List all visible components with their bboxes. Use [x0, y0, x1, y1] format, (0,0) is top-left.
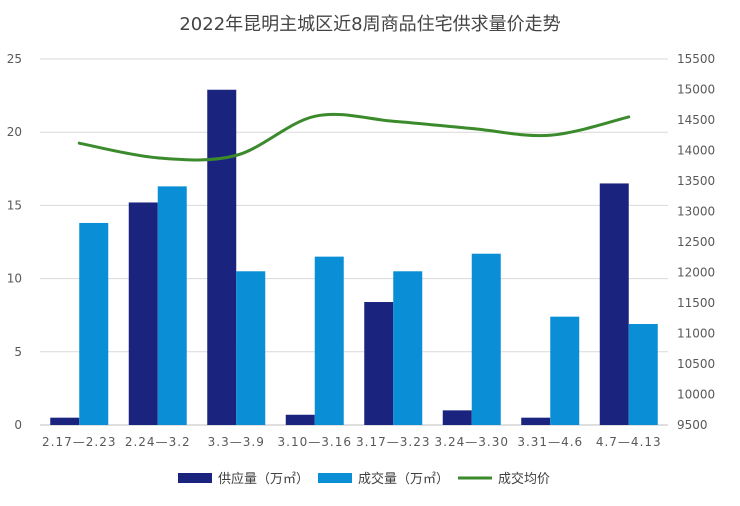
- y-right-tick-label: 12500: [677, 235, 715, 249]
- legend-swatch: [318, 473, 352, 483]
- bar-supply: [285, 414, 315, 425]
- bars: [50, 89, 658, 425]
- x-tick-label: 2.24—3.2: [125, 435, 191, 449]
- bar-supply: [442, 410, 472, 425]
- y-left-tick-label: 5: [14, 345, 22, 359]
- y-right-tick-label: 11500: [677, 296, 715, 310]
- y-right-tick-label: 12000: [677, 266, 715, 280]
- legend-label: 成交量（万㎡）: [358, 471, 449, 487]
- bar-deals: [236, 271, 266, 425]
- chart-title: 2022年昆明主城区近8周商品住宅供求量价走势: [179, 14, 560, 35]
- y-right-tick-label: 15500: [677, 52, 715, 66]
- y-right-tick-label: 10500: [677, 357, 715, 371]
- bar-deals: [393, 271, 423, 425]
- y-right-tick-label: 10000: [677, 388, 715, 402]
- y-right-tick-label: 15000: [677, 83, 715, 97]
- bar-supply: [521, 417, 551, 425]
- legend-label: 成交均价: [498, 471, 550, 487]
- y-axis-right: 9500 10000 10500 11000 11500 12000 12500 13000 1…: [677, 52, 715, 432]
- bar-supply: [128, 202, 158, 425]
- legend: 供应量（万㎡） 成交量（万㎡） 成交均价: [178, 471, 550, 487]
- y-left-tick-label: 0: [14, 418, 22, 432]
- y-axis-left: 0 5 10 15 20 25: [7, 52, 22, 432]
- bar-deals: [79, 222, 109, 425]
- x-tick-label: 3.3—3.9: [208, 435, 265, 449]
- price-line: [77, 112, 631, 162]
- bar-supply: [50, 417, 80, 425]
- x-tick-label: 3.17—3.23: [356, 435, 430, 449]
- bar-deals: [628, 323, 658, 425]
- bar-deals: [550, 316, 580, 425]
- x-tick-label: 2.17—2.23: [42, 435, 116, 449]
- y-right-tick-label: 11000: [677, 327, 715, 341]
- x-tick-label: 3.10—3.16: [278, 435, 352, 449]
- y-left-tick-label: 15: [7, 198, 22, 212]
- bar-deals: [314, 256, 344, 425]
- bar-deals: [157, 186, 187, 425]
- x-tick-label: 4.7—4.13: [596, 435, 662, 449]
- x-axis: 2.17—2.23 2.24—3.2 3.3—3.9 3.10—3.16 3.17—3.…: [42, 435, 662, 449]
- x-tick-label: 3.31—4.6: [517, 435, 583, 449]
- y-right-tick-label: 14500: [677, 113, 715, 127]
- y-left-tick-label: 20: [7, 125, 22, 139]
- y-right-tick-label: 13000: [677, 205, 715, 219]
- y-left-tick-label: 25: [7, 52, 22, 66]
- price-line-path: [77, 112, 631, 162]
- y-right-tick-label: 13500: [677, 174, 715, 188]
- bar-deals: [471, 253, 501, 425]
- legend-label: 供应量（万㎡）: [218, 471, 309, 487]
- y-right-tick-label: 14000: [677, 144, 715, 158]
- bar-supply: [599, 183, 629, 425]
- x-tick-label: 3.24—3.30: [435, 435, 509, 449]
- legend-swatch: [178, 473, 212, 483]
- y-left-tick-label: 10: [7, 272, 22, 286]
- bar-supply: [364, 302, 394, 425]
- y-right-tick-label: 9500: [677, 418, 708, 432]
- bar-supply: [207, 89, 237, 425]
